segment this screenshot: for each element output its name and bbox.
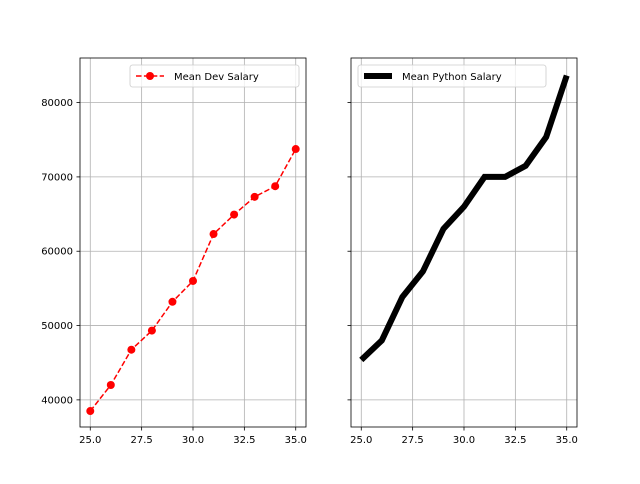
- data-point: [168, 297, 177, 306]
- data-point: [106, 381, 115, 390]
- x-tick-label: 25.0: [79, 435, 101, 446]
- y-tick-label: 40000: [41, 395, 73, 406]
- legend-label: Mean Dev Salary: [174, 72, 259, 83]
- data-point: [291, 145, 300, 154]
- data-point: [147, 326, 156, 335]
- data-point: [271, 182, 280, 191]
- x-tick-label: 25.0: [350, 435, 372, 446]
- y-tick-label: 60000: [41, 247, 73, 258]
- legend-box: [129, 64, 300, 88]
- legend-marker: [146, 72, 154, 80]
- x-tick-label: 32.5: [504, 435, 526, 446]
- series-line-2: [359, 74, 570, 363]
- legend-box: [357, 64, 547, 88]
- x-tick-label: 27.5: [402, 435, 424, 446]
- x-tick-label: 35.0: [285, 435, 307, 446]
- x-tick-label: 30.0: [453, 435, 475, 446]
- x-tick-label: 32.5: [233, 435, 255, 446]
- y-tick-label: 80000: [41, 98, 73, 109]
- x-tick-label: 35.0: [556, 435, 578, 446]
- y-tick-label: 50000: [41, 321, 73, 332]
- legend-label: Mean Python Salary: [402, 72, 502, 83]
- data-point: [86, 407, 95, 416]
- x-tick-label: 30.0: [182, 435, 204, 446]
- left-panel-axes: 25.0 27.5 30.0 32.5 35.0 40000 50000 60000 70000…: [41, 57, 307, 446]
- data-point: [230, 210, 239, 219]
- y-tick-label: 70000: [41, 172, 73, 183]
- data-point: [127, 345, 136, 354]
- data-point: [209, 230, 218, 239]
- data-point: [189, 276, 197, 285]
- data-point: [250, 192, 259, 201]
- x-tick-label: 27.5: [131, 435, 153, 446]
- right-panel-axes: 25.0 27.5 30.0 32.5 35.0 Mean Python Salary: [347, 57, 578, 446]
